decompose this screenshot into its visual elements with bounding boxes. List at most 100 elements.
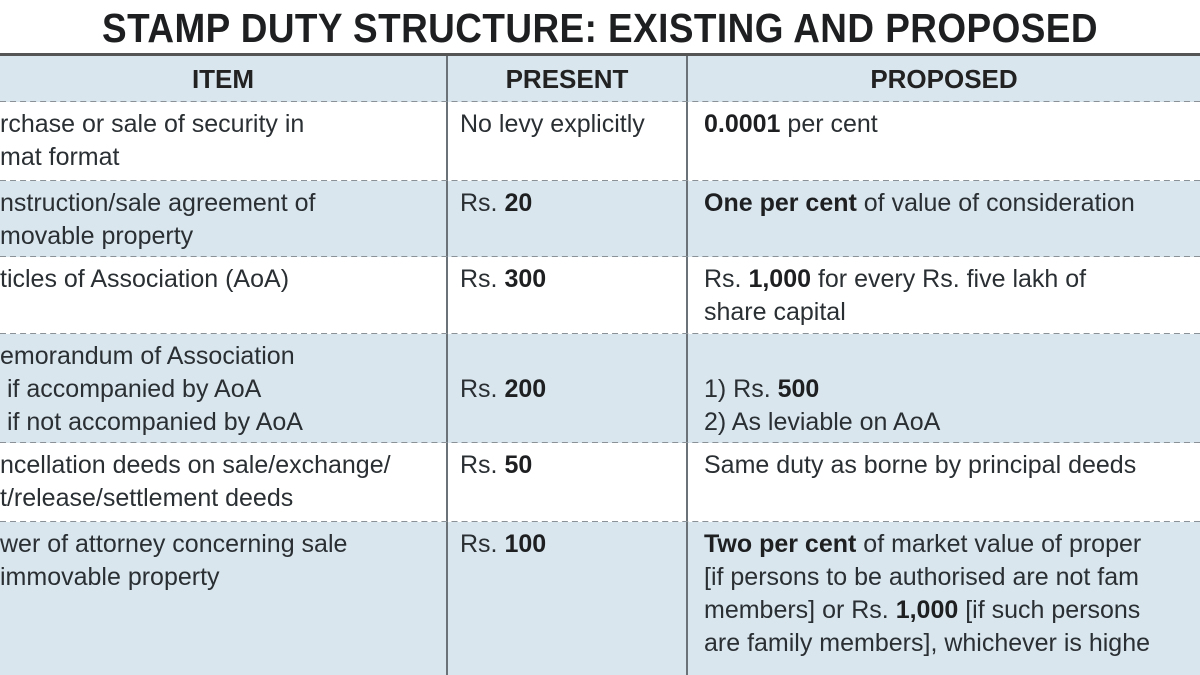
- cell-line: No levy explicitly: [460, 108, 686, 141]
- bold-value: Two per cent: [704, 530, 857, 558]
- page-title: STAMP DUTY STRUCTURE: EXISTING AND PROPO…: [102, 5, 1098, 51]
- header-item: ITEM: [191, 64, 255, 94]
- cell-line: nstruction/sale agreement of: [0, 187, 446, 220]
- bold-value: 200: [504, 375, 547, 403]
- cell-line: if accompanied by AoA: [0, 373, 446, 406]
- text: for every Rs. five lakh of: [811, 265, 1087, 293]
- title-divider: [0, 53, 1200, 56]
- cell-line: ticles of Association (AoA): [0, 263, 446, 296]
- text: ticles of Association (AoA): [0, 265, 290, 293]
- text: ncellation deeds on sale/exchange/: [0, 451, 391, 479]
- cell-line: [704, 340, 1200, 373]
- cell-line: Two per cent of market value of proper: [704, 528, 1200, 561]
- cell-line: Same duty as borne by principal deeds: [704, 449, 1200, 482]
- text: nstruction/sale agreement of: [0, 189, 316, 217]
- cell-proposed: Same duty as borne by principal deeds: [686, 443, 1200, 522]
- text: movable property: [0, 222, 194, 250]
- text: if not accompanied by AoA: [0, 408, 303, 436]
- table-header: ITEM PRESENT PROPOSED: [0, 56, 1200, 103]
- bold-value: 1,000: [895, 596, 959, 624]
- cell-line: rchase or sale of security in: [0, 108, 446, 141]
- text: if accompanied by AoA: [0, 375, 262, 403]
- table-row: ncellation deeds on sale/exchange/t/rele…: [0, 443, 1200, 523]
- cell-line: Rs. 300: [460, 263, 686, 296]
- cell-present: Rs. 300: [446, 257, 686, 334]
- header-present: PRESENT: [446, 56, 686, 102]
- cell-line: movable property: [0, 220, 446, 253]
- cell-line: [if persons to be authorised are not fam: [704, 561, 1200, 594]
- bold-value: 500: [777, 375, 820, 403]
- text: [if such persons: [958, 596, 1141, 624]
- text: mat format: [0, 143, 120, 171]
- cell-line: share capital: [704, 296, 1200, 329]
- cell-line: One per cent of value of consideration: [704, 187, 1200, 220]
- cell-line: 1) Rs. 500: [704, 373, 1200, 406]
- cell-proposed: Rs. 1,000 for every Rs. five lakh of shar…: [686, 257, 1200, 334]
- text: Rs.: [460, 451, 505, 479]
- text: 2) As leviable on AoA: [704, 408, 941, 436]
- text: immovable property: [0, 563, 220, 591]
- cell-line: immovable property: [0, 561, 446, 594]
- cell-item: wer of attorney concerning sale immovable…: [0, 522, 446, 675]
- cell-line: Rs. 50: [460, 449, 686, 482]
- cell-present: Rs. 100: [446, 522, 686, 675]
- cell-item: emorandum of Association if accompanied …: [0, 334, 446, 443]
- text: of market value of proper: [856, 530, 1142, 558]
- cell-present: Rs. 50: [446, 443, 686, 522]
- cell-line: Rs. 1,000 for every Rs. five lakh of: [704, 263, 1200, 296]
- text: per cent: [780, 110, 878, 138]
- text: members] or Rs.: [704, 596, 896, 624]
- cell-line: Rs. 100: [460, 528, 686, 561]
- text: 1) Rs.: [704, 375, 778, 403]
- cell-line: if not accompanied by AoA: [0, 406, 446, 439]
- cell-line: emorandum of Association: [0, 340, 446, 373]
- cell-proposed: 1) Rs. 500 2) As leviable on AoA: [686, 334, 1200, 443]
- text: wer of attorney concerning sale: [0, 530, 348, 558]
- cell-item: ticles of Association (AoA): [0, 257, 446, 334]
- cell-proposed: One per cent of value of consideration: [686, 181, 1200, 257]
- cell-line: [460, 340, 686, 373]
- cell-item: ncellation deeds on sale/exchange/t/rele…: [0, 443, 446, 522]
- cell-line: 2) As leviable on AoA: [704, 406, 1200, 439]
- text: Rs.: [460, 189, 505, 217]
- text: Rs.: [704, 265, 749, 293]
- bold-value: 1,000: [748, 265, 812, 293]
- cell-line: members] or Rs. 1,000 [if such persons: [704, 594, 1200, 627]
- text: of value of consideration: [856, 189, 1135, 217]
- cell-present: Rs. 200: [446, 334, 686, 443]
- bold-value: 0.0001: [704, 110, 781, 138]
- bold-value: One per cent: [704, 189, 857, 217]
- cell-line: Rs. 20: [460, 187, 686, 220]
- cell-line: mat format: [0, 141, 446, 174]
- cell-line: Rs. 200: [460, 373, 686, 406]
- text: No levy explicitly: [460, 110, 645, 138]
- cell-line: 0.0001 per cent: [704, 108, 1200, 141]
- text: Rs.: [460, 530, 505, 558]
- bold-value: 300: [504, 265, 547, 293]
- cell-line: t/release/settlement deeds: [0, 482, 446, 515]
- text: emorandum of Association: [0, 342, 295, 370]
- text: rchase or sale of security in: [0, 110, 305, 138]
- cell-proposed: 0.0001 per cent: [686, 102, 1200, 181]
- text: Rs.: [460, 375, 505, 403]
- cell-present: Rs. 20: [446, 181, 686, 257]
- bold-value: 100: [504, 530, 547, 558]
- cell-line: are family members], whichever is highe: [704, 627, 1200, 660]
- bold-value: 50: [504, 451, 533, 479]
- table-row: wer of attorney concerning sale immovable…: [0, 522, 1200, 675]
- bold-value: 20: [504, 189, 533, 217]
- cell-item: rchase or sale of security in mat format: [0, 102, 446, 181]
- text: Rs.: [460, 265, 505, 293]
- table-row: rchase or sale of security in mat format N…: [0, 102, 1200, 182]
- text: t/release/settlement deeds: [0, 484, 294, 512]
- table-row: nstruction/sale agreement of movable prop…: [0, 181, 1200, 258]
- table-row: emorandum of Association if accompanied …: [0, 334, 1200, 444]
- header-proposed: PROPOSED: [686, 56, 1200, 102]
- cell-proposed: Two per cent of market value of proper [i…: [686, 522, 1200, 675]
- cell-line: wer of attorney concerning sale: [0, 528, 446, 561]
- cell-line: ncellation deeds on sale/exchange/: [0, 449, 446, 482]
- text: Same duty as borne by principal deeds: [704, 451, 1137, 479]
- cell-present: No levy explicitly: [446, 102, 686, 181]
- text: [if persons to be authorised are not fam: [704, 563, 1139, 591]
- table-row: ticles of Association (AoA) Rs. 300 Rs. 1,…: [0, 257, 1200, 335]
